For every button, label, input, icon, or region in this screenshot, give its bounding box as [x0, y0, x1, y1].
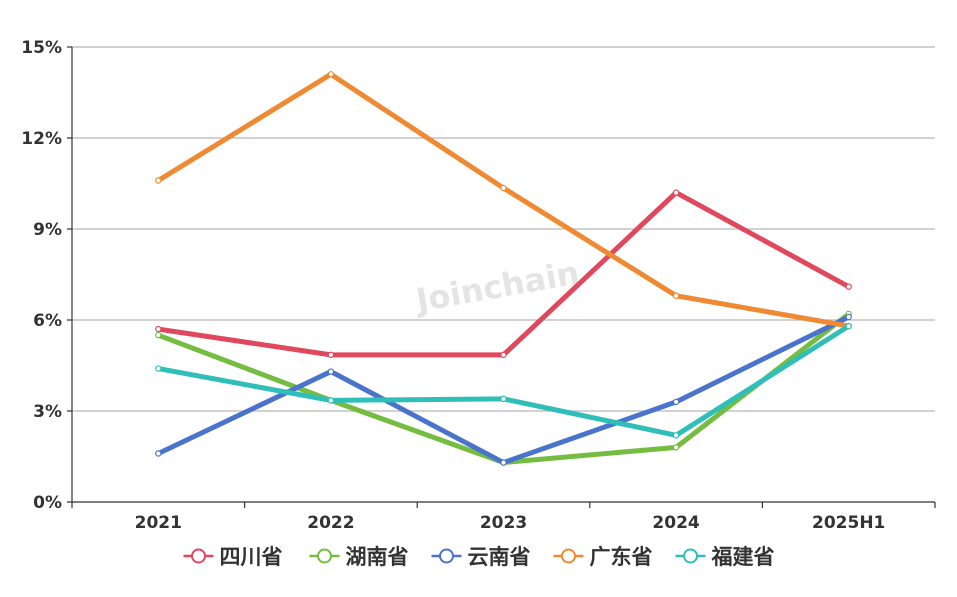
legend-marker [317, 548, 332, 564]
y-tick-label: 0% [33, 493, 62, 513]
data-point[interactable] [327, 71, 335, 78]
y-tick-label: 3% [33, 402, 62, 422]
data-point[interactable] [845, 313, 852, 321]
legend-label: 云南省 [468, 545, 531, 569]
y-tick-label: 6% [33, 311, 62, 331]
data-point[interactable] [155, 177, 162, 184]
data-point[interactable] [672, 432, 680, 439]
legend-label: 四川省 [220, 545, 283, 569]
series-5 [155, 322, 852, 439]
y-tick-label: 9% [33, 220, 62, 240]
data-point[interactable] [155, 365, 162, 372]
data-point[interactable] [845, 322, 852, 330]
data-point[interactable] [672, 189, 680, 196]
data-point[interactable] [500, 459, 507, 466]
legend[interactable]: 四川省 湖南省 云南省 广东省 福建省 [183, 545, 775, 569]
legend-marker [191, 548, 206, 564]
legend-item[interactable]: 福建省 [675, 545, 775, 569]
data-point[interactable] [327, 351, 335, 359]
legend-marker [439, 548, 454, 564]
legend-label: 福建省 [711, 545, 775, 569]
data-point[interactable] [845, 283, 852, 290]
legend-item[interactable]: 四川省 [183, 545, 283, 569]
data-point[interactable] [327, 397, 335, 404]
data-point[interactable] [327, 368, 335, 375]
x-tick-label: 2025H1 [812, 513, 885, 533]
legend-item[interactable]: 云南省 [431, 545, 531, 569]
legend-marker [561, 548, 576, 564]
x-tick-label: 2023 [480, 513, 527, 533]
data-point[interactable] [500, 351, 507, 359]
data-point[interactable] [155, 331, 162, 339]
data-point[interactable] [500, 395, 507, 403]
series-1 [155, 189, 852, 359]
axes: 0% 3% 6% 9% 12% 15% 2021 2022 2023 2024 2025H1 [21, 38, 936, 533]
y-tick-label: 12% [21, 129, 62, 149]
y-tick-label: 15% [21, 38, 62, 58]
data-point[interactable] [155, 325, 162, 333]
legend-marker [683, 548, 698, 564]
legend-item[interactable]: 湖南省 [309, 545, 409, 569]
legend-label: 广东省 [590, 545, 653, 569]
legend-label: 湖南省 [346, 545, 409, 569]
data-point[interactable] [155, 450, 162, 457]
series-3 [155, 313, 852, 466]
x-tick-label: 2022 [307, 513, 354, 533]
data-point[interactable] [672, 398, 680, 406]
data-point[interactable] [672, 444, 680, 451]
x-tick-label: 2024 [652, 513, 699, 533]
watermark: Joinchain [411, 254, 582, 320]
series-lines [155, 71, 852, 466]
data-point[interactable] [500, 184, 507, 192]
legend-item[interactable]: 广东省 [553, 545, 653, 569]
grid-lines [72, 46, 935, 412]
x-tick-label: 2021 [135, 513, 182, 533]
data-point[interactable] [672, 292, 680, 299]
